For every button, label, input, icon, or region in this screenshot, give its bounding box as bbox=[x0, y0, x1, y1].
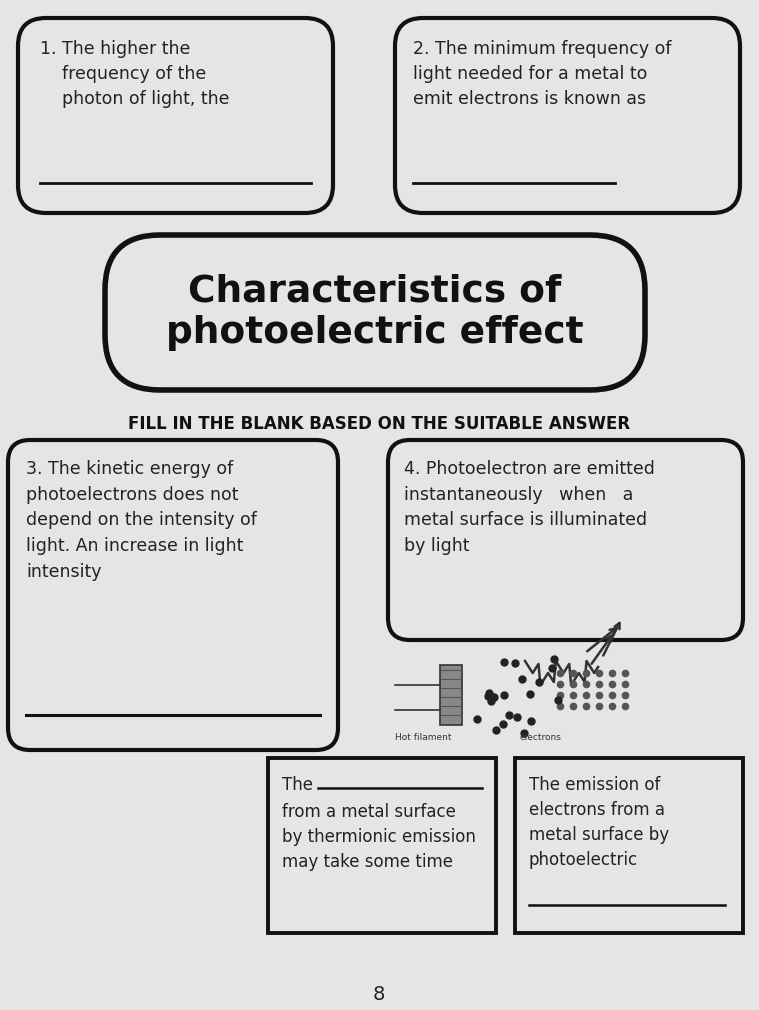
Text: electrons: electrons bbox=[520, 733, 562, 742]
FancyBboxPatch shape bbox=[105, 235, 645, 390]
Text: 2. The minimum frequency of
light needed for a metal to
emit electrons is known : 2. The minimum frequency of light needed… bbox=[413, 40, 672, 108]
FancyBboxPatch shape bbox=[8, 440, 338, 750]
FancyBboxPatch shape bbox=[268, 758, 496, 933]
Text: 3. The kinetic energy of
photoelectrons does not
depend on the intensity of
ligh: 3. The kinetic energy of photoelectrons … bbox=[26, 460, 257, 581]
Text: 4. Photoelectron are emitted
instantaneously   when   a
metal surface is illumin: 4. Photoelectron are emitted instantaneo… bbox=[404, 460, 655, 556]
Text: from a metal surface
by thermionic emission
may take some time: from a metal surface by thermionic emiss… bbox=[282, 803, 476, 871]
Text: FILL IN THE BLANK BASED ON THE SUITABLE ANSWER: FILL IN THE BLANK BASED ON THE SUITABLE … bbox=[128, 415, 630, 433]
Text: 1. The higher the
    frequency of the
    photon of light, the: 1. The higher the frequency of the photo… bbox=[40, 40, 229, 108]
Text: photoelectric effect: photoelectric effect bbox=[166, 315, 584, 351]
Bar bbox=[440, 665, 462, 725]
Text: The emission of
electrons from a
metal surface by
photoelectric: The emission of electrons from a metal s… bbox=[529, 776, 669, 869]
FancyBboxPatch shape bbox=[395, 18, 740, 213]
Text: The: The bbox=[282, 776, 313, 794]
FancyBboxPatch shape bbox=[388, 440, 743, 640]
FancyBboxPatch shape bbox=[18, 18, 333, 213]
Text: 8: 8 bbox=[373, 985, 385, 1004]
Text: Hot filament: Hot filament bbox=[395, 733, 452, 742]
FancyBboxPatch shape bbox=[515, 758, 743, 933]
Text: Characteristics of: Characteristics of bbox=[188, 273, 562, 309]
